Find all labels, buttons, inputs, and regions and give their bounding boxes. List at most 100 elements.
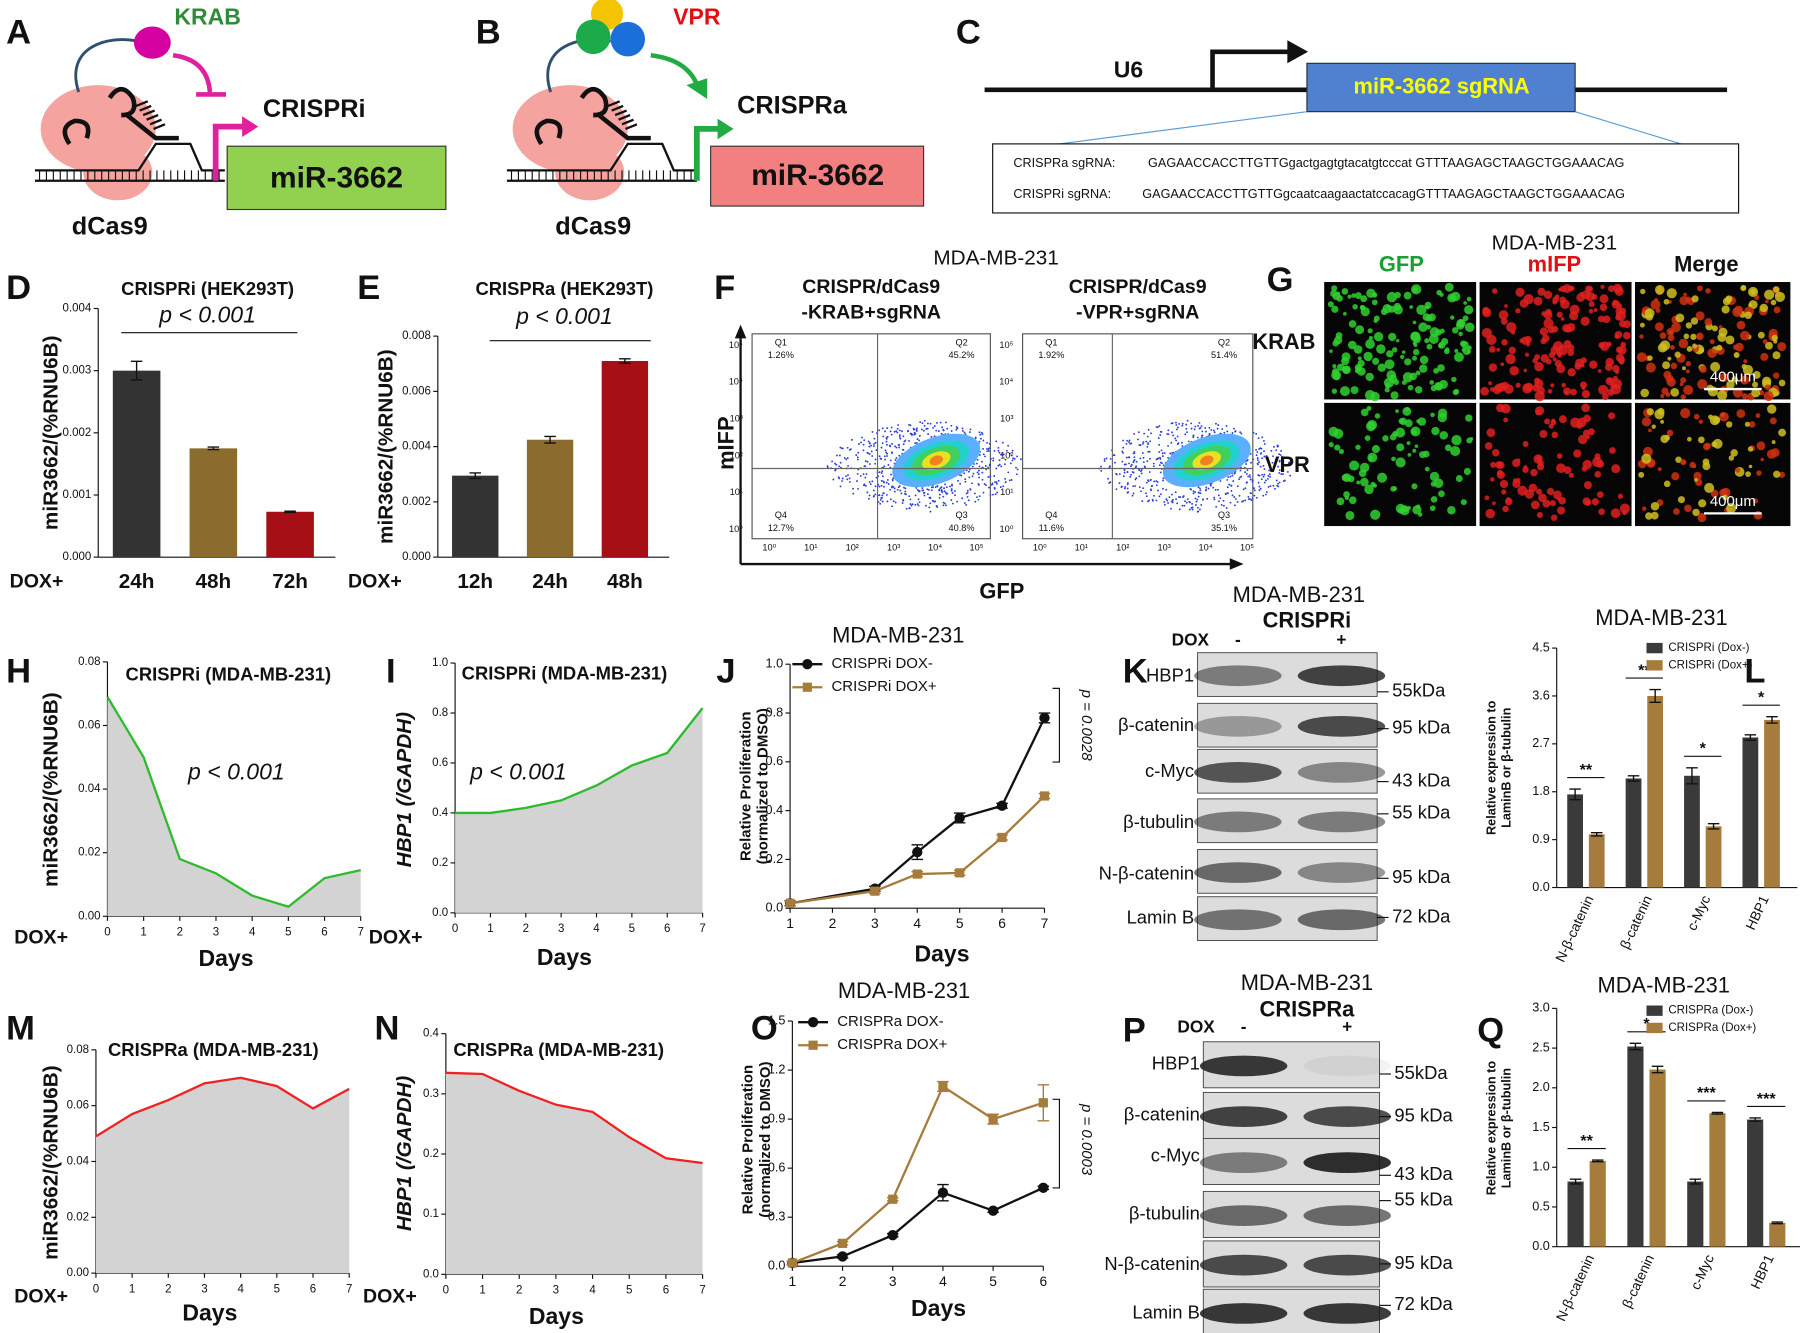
y-tick-label: 1.8 bbox=[1532, 784, 1550, 798]
cell bbox=[1689, 461, 1696, 468]
y-tick-label: 1.5 bbox=[1532, 1120, 1550, 1134]
event bbox=[1121, 460, 1124, 463]
cell bbox=[1726, 380, 1735, 389]
cell bbox=[1371, 292, 1377, 297]
event bbox=[1001, 441, 1004, 444]
event bbox=[1198, 491, 1200, 494]
x-tick-label: 10³ bbox=[887, 542, 900, 552]
event bbox=[890, 426, 893, 429]
cell bbox=[1766, 449, 1777, 459]
event bbox=[949, 485, 951, 488]
cell bbox=[1503, 417, 1509, 423]
event bbox=[891, 505, 894, 508]
cell bbox=[1407, 453, 1412, 457]
bar bbox=[1647, 695, 1664, 888]
event bbox=[1250, 499, 1253, 501]
event bbox=[929, 502, 932, 505]
event bbox=[1007, 471, 1010, 474]
y-axis-label: Relative expression to bbox=[1485, 700, 1499, 835]
event bbox=[873, 443, 875, 445]
event bbox=[1155, 499, 1158, 502]
cell bbox=[1332, 368, 1340, 376]
event bbox=[944, 491, 947, 494]
cell bbox=[1741, 393, 1748, 400]
cell bbox=[1357, 356, 1362, 361]
cell bbox=[1654, 322, 1664, 332]
density bbox=[1200, 455, 1214, 466]
density bbox=[929, 455, 943, 466]
event bbox=[1230, 484, 1233, 487]
marker bbox=[996, 800, 1008, 811]
cell bbox=[1710, 361, 1721, 372]
event bbox=[1190, 427, 1193, 430]
error-bar bbox=[619, 358, 631, 364]
cell bbox=[1614, 330, 1623, 339]
event bbox=[921, 487, 924, 490]
cell bbox=[1742, 364, 1754, 376]
y-tick-label: 0.5 bbox=[1532, 1199, 1550, 1213]
cell bbox=[1372, 357, 1380, 365]
event bbox=[886, 427, 889, 429]
cell bbox=[1767, 404, 1777, 414]
y-axis-label: miR3662/(%RNU6B) bbox=[40, 336, 63, 531]
event bbox=[1205, 486, 1208, 489]
cell bbox=[1726, 502, 1737, 514]
cell bbox=[1343, 491, 1350, 498]
cell bbox=[1650, 501, 1660, 511]
cell bbox=[1567, 368, 1576, 377]
event bbox=[896, 427, 899, 430]
event bbox=[850, 438, 853, 441]
band bbox=[1303, 1055, 1391, 1077]
event bbox=[1239, 476, 1241, 479]
cell bbox=[1332, 364, 1337, 369]
event bbox=[929, 510, 932, 513]
cell bbox=[1489, 387, 1495, 392]
cell bbox=[1380, 308, 1388, 316]
x-tick-label: 10¹ bbox=[1075, 542, 1088, 552]
y-tick-label: 10⁴ bbox=[999, 377, 1013, 387]
cell bbox=[1778, 471, 1786, 478]
blot-mode: CRISPRa bbox=[1260, 996, 1356, 1021]
cell bbox=[1395, 409, 1399, 414]
cell bbox=[1352, 304, 1358, 310]
cell bbox=[1585, 285, 1593, 293]
cell bbox=[1675, 456, 1682, 463]
cell bbox=[1683, 333, 1690, 340]
cell bbox=[1770, 299, 1777, 306]
event bbox=[1205, 488, 1208, 491]
event bbox=[880, 479, 883, 482]
cell bbox=[1367, 452, 1378, 463]
event bbox=[995, 481, 998, 484]
event bbox=[1177, 496, 1180, 498]
event bbox=[909, 503, 912, 505]
event bbox=[1004, 477, 1007, 480]
cell bbox=[1665, 374, 1674, 383]
bar bbox=[1567, 1181, 1584, 1247]
cell bbox=[1718, 327, 1728, 337]
cell bbox=[1650, 299, 1661, 310]
event bbox=[992, 493, 994, 496]
cell bbox=[1615, 310, 1626, 321]
event bbox=[986, 447, 988, 450]
event bbox=[871, 455, 874, 457]
event bbox=[993, 487, 996, 490]
error-bar bbox=[1629, 1042, 1642, 1051]
band bbox=[1199, 1106, 1288, 1127]
event bbox=[903, 486, 905, 489]
event bbox=[939, 421, 942, 424]
event bbox=[881, 496, 883, 499]
event bbox=[1273, 445, 1275, 448]
zoom-lines bbox=[1059, 111, 1682, 145]
event bbox=[1139, 457, 1142, 460]
cell bbox=[1370, 391, 1380, 402]
event bbox=[1176, 502, 1179, 505]
cell bbox=[1554, 359, 1562, 368]
cell bbox=[1662, 361, 1671, 370]
cell bbox=[1655, 308, 1661, 313]
x-axis-label: Days bbox=[182, 1300, 237, 1326]
event bbox=[1160, 449, 1163, 452]
bar bbox=[189, 448, 238, 558]
event bbox=[964, 433, 967, 436]
tether bbox=[74, 38, 139, 93]
event bbox=[1229, 501, 1232, 504]
